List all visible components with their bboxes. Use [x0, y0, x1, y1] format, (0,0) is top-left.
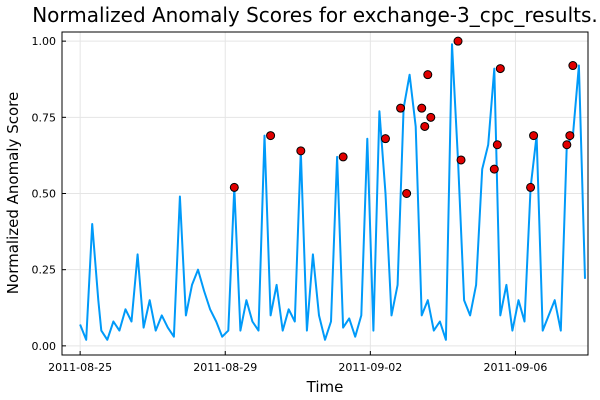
- anomaly-point: [529, 131, 539, 141]
- grid-lines: [62, 32, 588, 355]
- anomaly-point: [423, 70, 433, 80]
- anomaly-point: [562, 140, 572, 150]
- y-axis-label: Normalized Anomaly Score: [4, 92, 22, 294]
- anomaly-point: [492, 140, 502, 150]
- anomaly-point: [495, 64, 505, 74]
- anomaly-point: [338, 152, 348, 162]
- x-tick-label: 2011-08-29: [193, 361, 257, 374]
- anomaly-point: [402, 189, 412, 198]
- series-group: [79, 36, 586, 341]
- y-tick-label: 1.00: [32, 35, 57, 48]
- anomaly-point: [229, 182, 239, 192]
- anomaly-point: [420, 121, 430, 131]
- x-axis-label: Time: [306, 378, 344, 396]
- x-tick-label: 2011-09-02: [338, 361, 402, 374]
- y-tick-label: 0.75: [32, 111, 57, 124]
- y-tick-label: 0.00: [32, 340, 57, 353]
- anomaly-point: [266, 131, 276, 141]
- anomaly-point: [568, 61, 578, 71]
- x-tick-label: 2011-08-25: [48, 361, 112, 374]
- plot-frame: [61, 31, 589, 356]
- y-tick-label: 0.50: [32, 188, 57, 201]
- anomaly-point: [426, 112, 436, 122]
- anomaly-point: [396, 103, 406, 113]
- anomaly-point: [565, 131, 575, 141]
- chart-title: Normalized Anomaly Scores for exchange-3…: [32, 3, 598, 27]
- anomaly-point: [453, 36, 463, 46]
- x-tick-label: 2011-09-06: [483, 361, 547, 374]
- anomaly-point: [456, 155, 466, 165]
- anomaly-score-line: [79, 43, 586, 341]
- anomaly-point: [380, 134, 390, 144]
- axis-ticks: 2011-08-25 2011-08-29 2011-09-02 2011-09-06…: [32, 35, 548, 374]
- y-tick-label: 0.25: [32, 264, 57, 277]
- anomaly-point: [489, 164, 499, 174]
- anomaly-point: [417, 103, 427, 113]
- anomaly-point: [526, 182, 536, 192]
- anomaly-point: [296, 146, 306, 156]
